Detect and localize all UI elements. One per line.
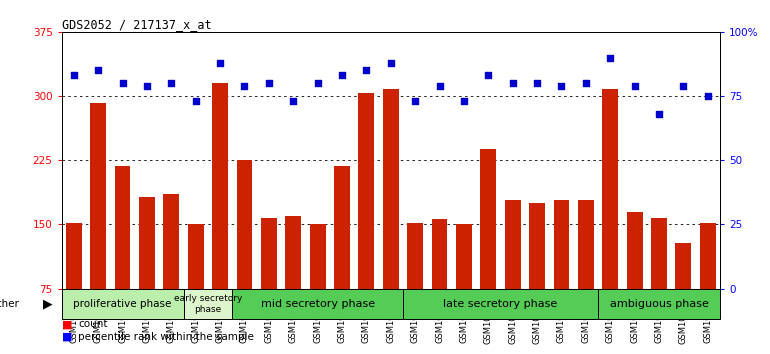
Point [92,68,105,73]
Bar [598,289,720,319]
Bar [505,200,521,289]
Point [628,83,641,88]
Bar [163,194,179,289]
Text: ambiguous phase: ambiguous phase [610,299,708,309]
Point [434,83,446,88]
Point [409,98,421,104]
Point [141,83,153,88]
Bar [286,216,301,289]
Bar [675,243,691,289]
Bar [261,217,276,289]
Point [678,83,690,88]
Text: late secretory phase: late secretory phase [444,299,557,309]
Point [653,111,665,117]
Bar [236,160,253,289]
Bar [700,223,715,289]
Point [555,83,567,88]
Bar [183,289,233,319]
Bar [480,149,496,289]
Bar [407,223,423,289]
Text: count: count [78,319,108,330]
Point [531,80,543,86]
Point [701,93,714,99]
Point [507,80,519,86]
Point [457,98,470,104]
Point [189,98,202,104]
Text: percentile rank within the sample: percentile rank within the sample [78,332,254,342]
Text: mid secretory phase: mid secretory phase [260,299,375,309]
Bar [456,224,472,289]
Point [604,55,616,60]
Bar [403,289,598,319]
Bar [578,200,594,289]
Bar [90,103,106,289]
Text: other: other [0,299,19,309]
Bar [383,89,399,289]
Bar [213,83,228,289]
Bar [334,166,350,289]
Bar [627,211,642,289]
Point [580,80,592,86]
Bar [359,93,374,289]
Point [385,60,397,65]
Text: proliferative phase: proliferative phase [73,299,172,309]
Text: ■: ■ [62,319,72,330]
Bar [529,203,545,289]
Bar [233,289,403,319]
Text: ■: ■ [62,332,72,342]
Bar [188,224,203,289]
Point [311,80,323,86]
Point [263,80,275,86]
Point [214,60,226,65]
Point [336,73,348,78]
Bar [139,197,155,289]
Text: GDS2052 / 217137_x_at: GDS2052 / 217137_x_at [62,18,211,31]
Bar [62,289,183,319]
Bar [432,219,447,289]
Point [68,73,80,78]
Text: ▶: ▶ [43,297,52,310]
Point [287,98,300,104]
Point [239,83,251,88]
Point [360,68,373,73]
Bar [115,166,130,289]
Text: early secretory
phase: early secretory phase [174,294,242,314]
Point [482,73,494,78]
Bar [554,200,569,289]
Point [116,80,129,86]
Point [165,80,177,86]
Bar [66,223,82,289]
Bar [651,217,667,289]
Bar [602,89,618,289]
Bar [310,224,326,289]
